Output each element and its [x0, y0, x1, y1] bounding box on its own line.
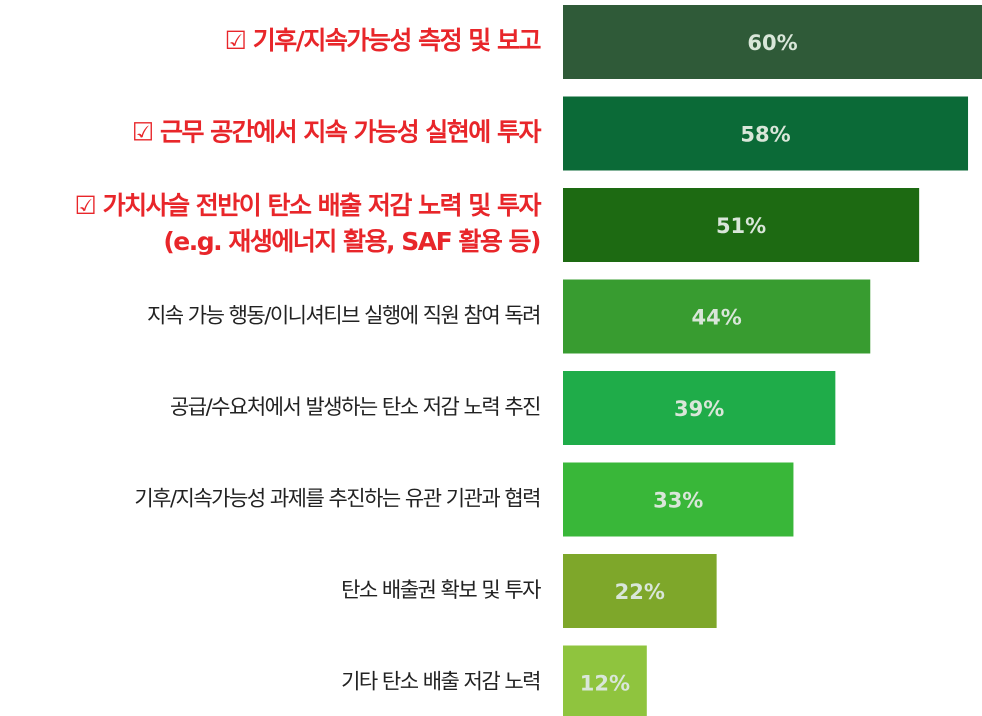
bar [563, 279, 871, 354]
bar [563, 645, 647, 716]
value-label: 33% [653, 489, 703, 513]
category-label: 지속 가능 행동/이니셔티브 실행에 직원 참여 독려 [147, 304, 540, 328]
category-label: 탄소 배출권 확보 및 투자 [341, 578, 541, 602]
category-label: ☑ 근무 공간에서 지속 가능성 실현에 투자 [132, 118, 542, 147]
value-label: 12% [580, 672, 630, 696]
bar [563, 188, 920, 262]
bar [563, 554, 717, 628]
category-label: ☑ 가치사슬 전반이 탄소 배출 저감 노력 및 투자 [74, 191, 541, 220]
bar [563, 5, 982, 79]
category-label: 기타 탄소 배출 저감 노력 [341, 670, 540, 694]
value-label: 39% [674, 397, 724, 421]
category-label: 공급/수요처에서 발생하는 탄소 저감 노력 추진 [170, 395, 540, 419]
bar [563, 96, 969, 171]
value-label: 58% [740, 123, 790, 147]
value-label: 44% [692, 306, 742, 330]
value-label: 22% [615, 580, 665, 604]
category-label: (e.g. 재생에너지 활용, SAF 활용 등) [163, 227, 540, 256]
bar [563, 462, 794, 537]
category-label: ☑ 기후/지속가능성 측정 및 보고 [225, 26, 542, 55]
value-label: 60% [747, 31, 797, 55]
value-label: 51% [716, 214, 766, 238]
category-label: 기후/지속가능성 과제를 추진하는 유관 기관과 협력 [134, 487, 540, 511]
bar [563, 371, 836, 445]
